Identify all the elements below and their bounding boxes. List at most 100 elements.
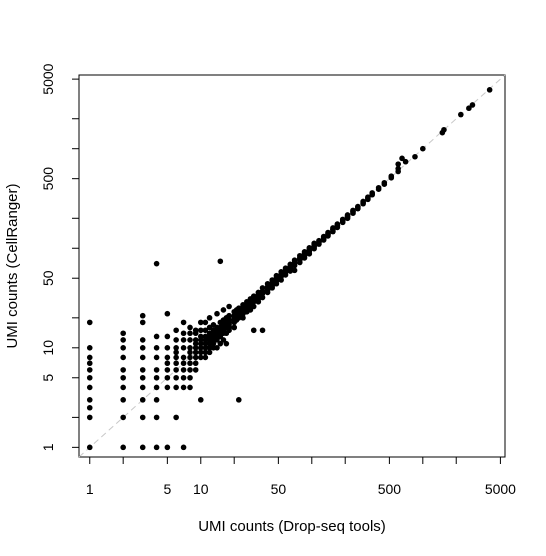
data-point — [120, 374, 126, 381]
x-axis: 1 5 10 50 500 5000 — [86, 457, 516, 497]
data-point — [334, 221, 341, 227]
data-point — [192, 327, 199, 334]
data-point — [164, 345, 171, 351]
data-point — [192, 360, 199, 367]
data-point — [202, 333, 209, 340]
data-point — [197, 345, 204, 351]
data-point — [120, 354, 126, 361]
data-point — [153, 367, 160, 373]
data-point — [250, 293, 257, 299]
data-point — [120, 444, 126, 451]
data-point — [86, 345, 93, 351]
data-point — [164, 367, 171, 373]
data-point — [173, 345, 179, 351]
data-point — [316, 237, 322, 244]
y-tick-label: 1 — [40, 443, 56, 451]
data-point — [360, 198, 366, 205]
y-tick-label: 5000 — [40, 63, 56, 94]
data-point — [395, 161, 401, 167]
x-tick-label: 500 — [378, 481, 402, 497]
data-point — [259, 294, 266, 301]
data-point — [86, 319, 93, 326]
data-point — [173, 349, 179, 356]
data-point — [120, 414, 126, 421]
data-point — [139, 367, 146, 373]
data-point — [325, 229, 331, 236]
data-point — [173, 384, 179, 391]
data-point — [180, 367, 187, 373]
data-point — [235, 305, 242, 311]
data-point — [469, 102, 476, 108]
data-point — [291, 257, 298, 263]
data-point — [139, 384, 146, 391]
data-point — [180, 374, 187, 381]
data-point — [206, 315, 213, 321]
data-point — [173, 360, 179, 367]
data-point — [187, 354, 193, 361]
data-point — [202, 349, 209, 356]
data-point — [164, 444, 171, 451]
data-point — [399, 155, 405, 162]
data-point — [86, 397, 93, 403]
data-point — [291, 267, 298, 274]
data-point — [206, 349, 213, 356]
data-point — [180, 319, 187, 326]
data-point — [164, 374, 171, 381]
data-point — [320, 233, 327, 240]
data-point — [153, 345, 160, 351]
identity-reference-line — [78, 74, 506, 458]
data-point — [197, 397, 204, 403]
data-point — [365, 194, 371, 200]
data-point — [197, 354, 204, 361]
x-tick-label: 10 — [193, 481, 209, 497]
data-point — [192, 367, 199, 373]
data-point — [164, 333, 171, 340]
data-point — [139, 354, 146, 361]
data-point — [139, 337, 146, 343]
data-point — [259, 327, 266, 334]
data-point — [120, 384, 126, 391]
data-point — [220, 337, 227, 343]
data-point — [187, 330, 193, 337]
data-point — [187, 349, 193, 356]
data-point — [173, 367, 179, 373]
data-point — [153, 333, 160, 340]
data-point — [120, 345, 126, 351]
data-point — [202, 354, 209, 361]
data-point — [235, 397, 242, 403]
data-point — [164, 384, 171, 391]
data-point — [139, 312, 146, 319]
data-point — [164, 310, 171, 317]
data-point — [173, 374, 179, 381]
data-point — [311, 240, 317, 247]
data-point — [187, 324, 193, 331]
data-point — [250, 303, 257, 310]
data-point — [120, 397, 126, 403]
data-point — [86, 360, 93, 367]
data-point — [173, 414, 179, 421]
data-point — [153, 397, 160, 403]
data-point — [192, 354, 199, 361]
data-point — [395, 165, 401, 172]
data-point — [86, 354, 93, 361]
data-point — [206, 345, 213, 351]
x-tick-label: 5000 — [485, 481, 516, 497]
data-point — [120, 367, 126, 373]
data-point — [206, 330, 213, 337]
data-point — [180, 330, 187, 337]
plot-frame — [78, 74, 506, 458]
data-point — [139, 345, 146, 351]
data-point — [355, 203, 361, 210]
data-point — [187, 345, 193, 351]
data-point — [139, 397, 146, 403]
data-point — [187, 384, 193, 391]
data-point — [197, 333, 204, 340]
data-point — [231, 324, 237, 331]
data-points — [86, 87, 493, 451]
data-point — [250, 327, 257, 334]
x-tick-label: 50 — [271, 481, 287, 497]
data-point — [197, 327, 204, 334]
data-point — [153, 384, 160, 391]
data-point — [273, 272, 280, 279]
